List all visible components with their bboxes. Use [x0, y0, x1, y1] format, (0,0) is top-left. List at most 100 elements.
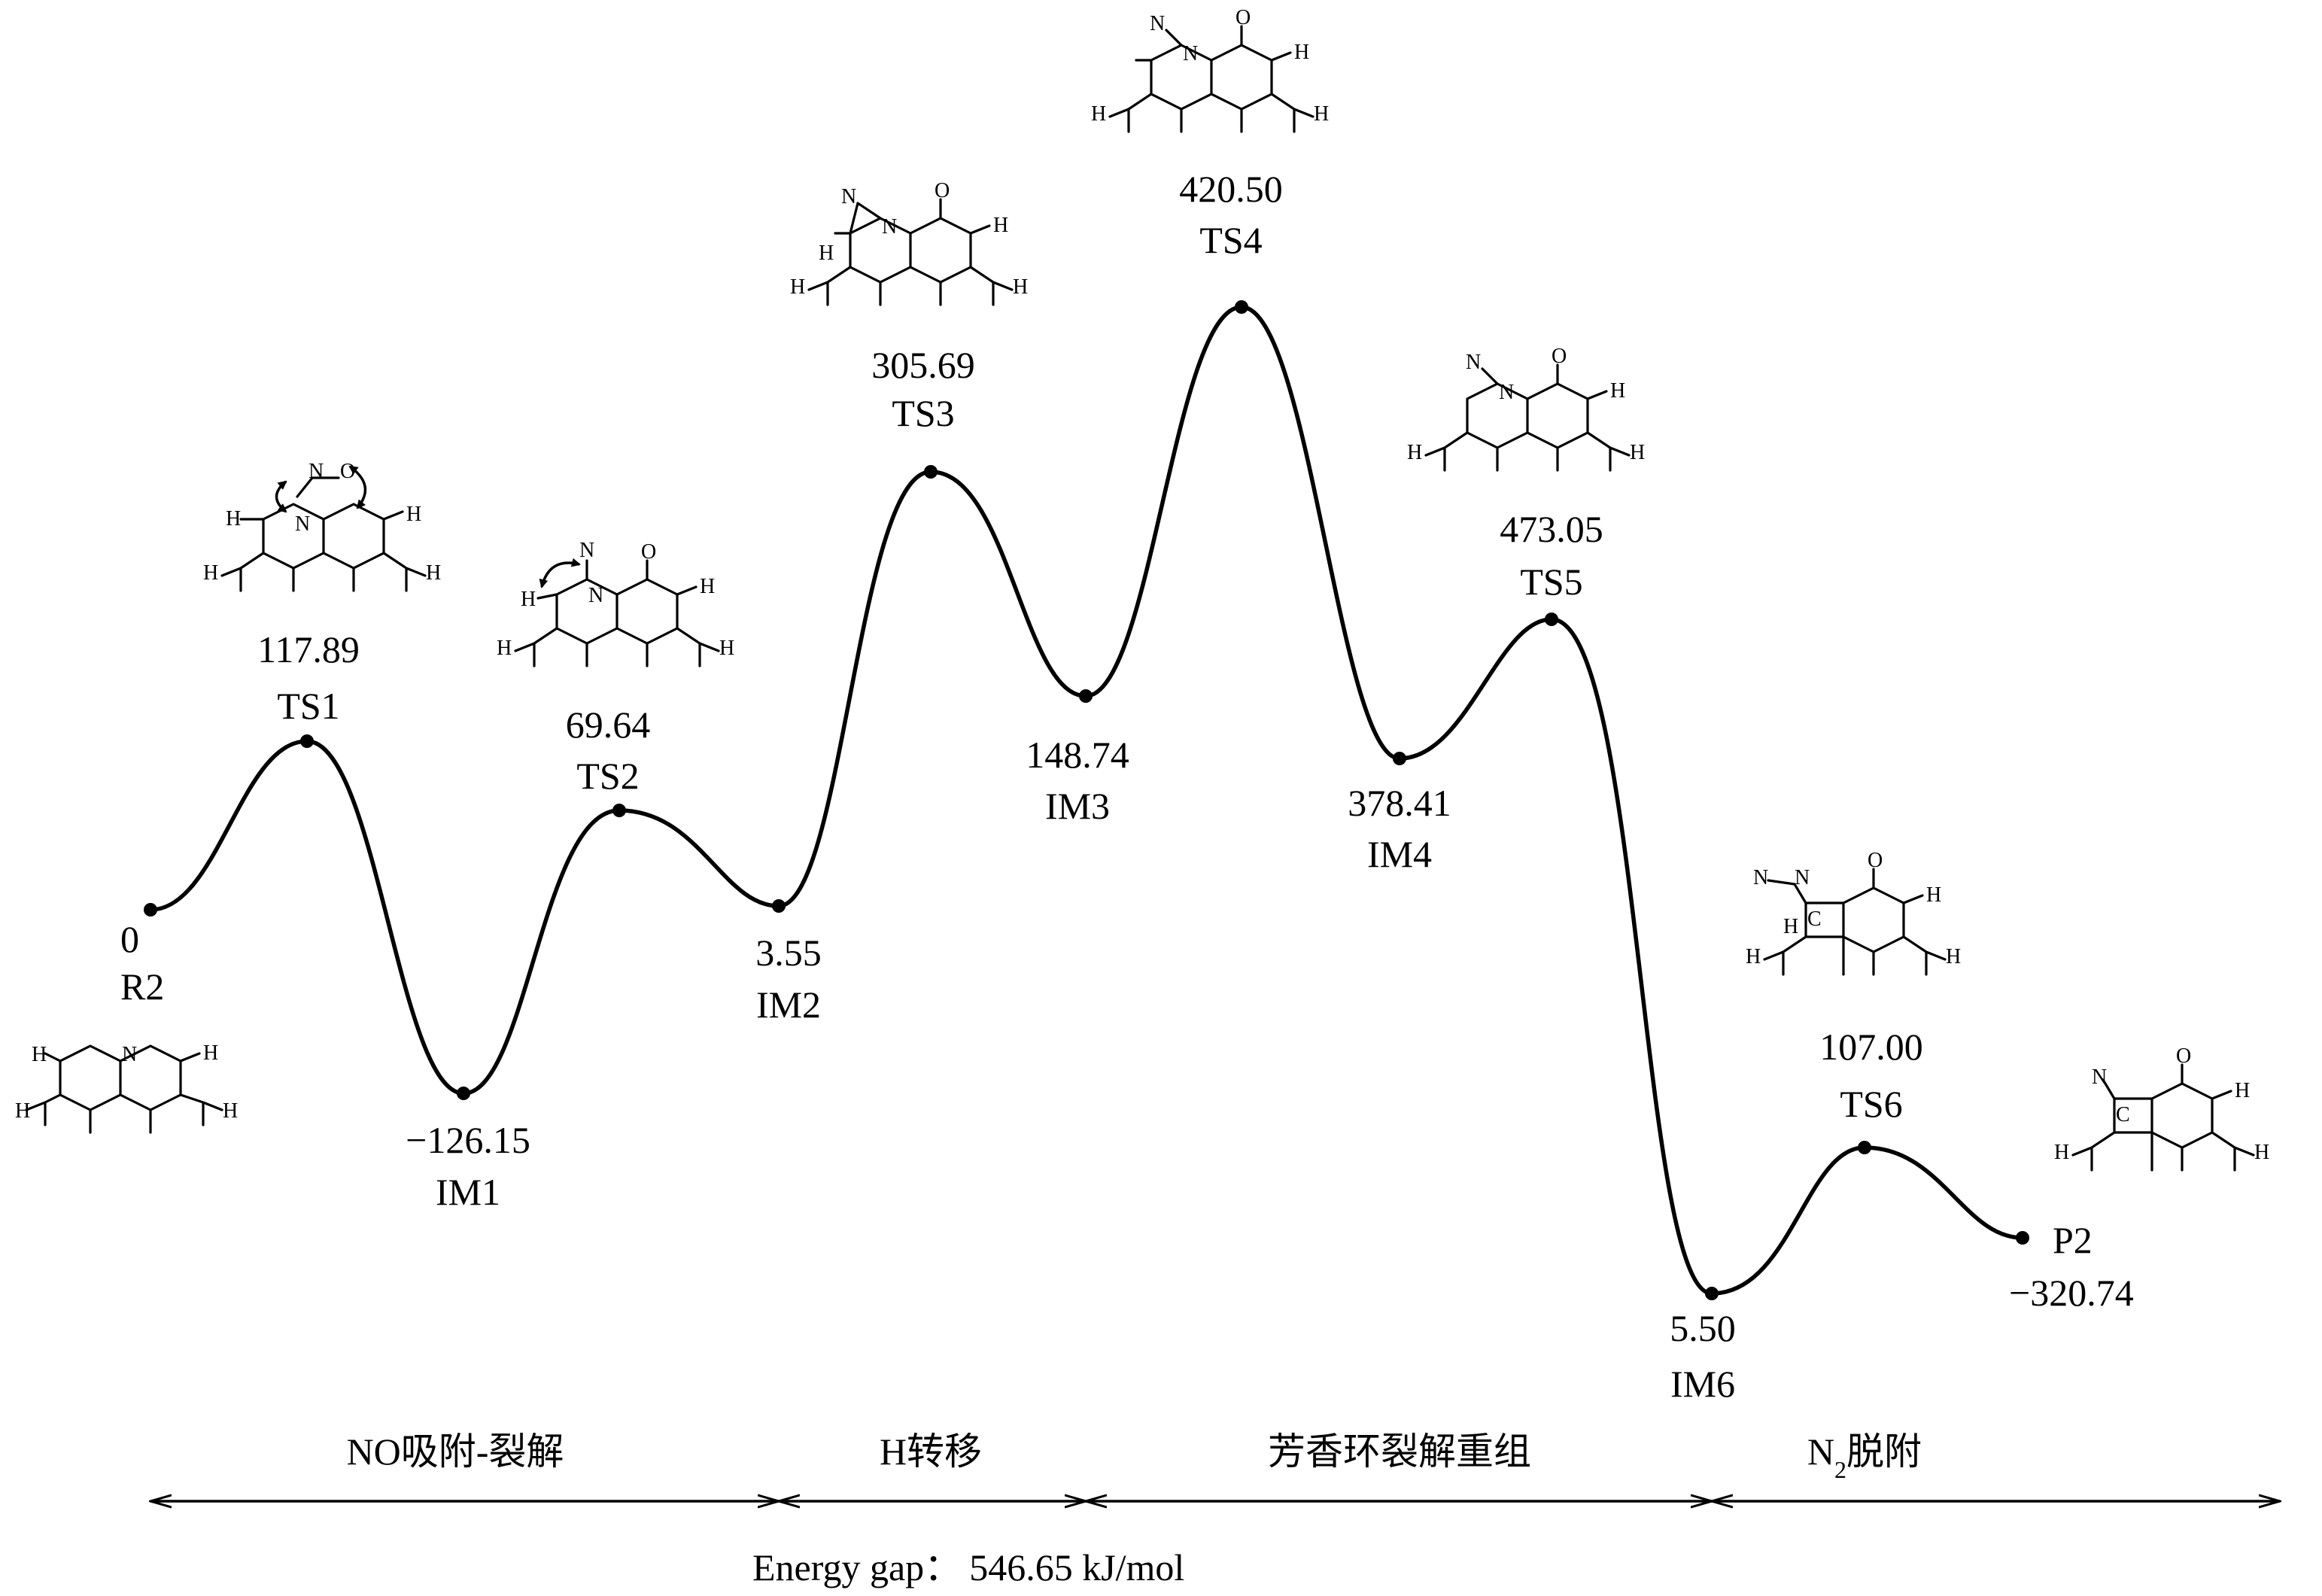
molecule-TS4: N N O H H H	[1091, 6, 1329, 133]
point-IM4	[1393, 752, 1406, 765]
atom-N: N	[1795, 866, 1810, 889]
atom-N: N	[579, 539, 594, 562]
value-TS1: 117.89	[257, 628, 360, 670]
atom-H: H	[226, 507, 241, 530]
atom-N: N	[1150, 12, 1165, 35]
atom-O: O	[641, 540, 656, 564]
point-TS3	[924, 465, 938, 479]
value-R2: 0	[120, 918, 139, 960]
atom-H: H	[497, 637, 512, 660]
value-IM6: 5.50	[1670, 1307, 1736, 1349]
name-TS1: TS1	[277, 685, 339, 727]
atom-N: N	[308, 460, 324, 483]
value-TS3: 305.69	[871, 344, 975, 386]
atom-H: H	[32, 1043, 47, 1066]
atom-C: C	[2116, 1103, 2130, 1126]
atom-H: H	[790, 275, 805, 299]
atom-H: H	[1746, 945, 1761, 968]
atom-H: H	[2235, 1079, 2250, 1102]
name-P2: P2	[2053, 1219, 2093, 1261]
molecule-TS3: N N O H H H H	[790, 179, 1028, 306]
point-TS4	[1235, 300, 1248, 314]
atom-H: H	[700, 575, 715, 598]
atom-H: H	[1783, 915, 1798, 938]
name-TS6: TS6	[1840, 1083, 1902, 1125]
value-TS2: 69.64	[566, 704, 651, 746]
atom-N: N	[2092, 1066, 2107, 1089]
atom-H: H	[223, 1099, 238, 1123]
atom-H: H	[1091, 102, 1106, 126]
point-IM6	[1705, 1287, 1719, 1300]
atom-N: N	[882, 215, 897, 239]
atom-H: H	[719, 637, 734, 660]
point-R2	[144, 903, 157, 917]
stage-label-4-rest: 脱附	[1846, 1430, 1922, 1473]
atom-H: H	[521, 588, 536, 611]
molecule-structures: N H H H H N N O H H H H	[15, 6, 2269, 1172]
atom-O: O	[1552, 345, 1567, 368]
molecule-TS5: N N O H H H	[1407, 345, 1645, 472]
stage-label-3: 芳香环裂解重组	[1268, 1430, 1531, 1473]
point-TS6	[1858, 1141, 1871, 1154]
value-IM1: −126.15	[406, 1119, 530, 1161]
value-TS4: 420.50	[1179, 168, 1283, 210]
atom-H: H	[1294, 41, 1309, 64]
point-IM3	[1079, 689, 1093, 703]
atom-H: H	[15, 1099, 30, 1123]
molecule-R2: N H H H H	[15, 1041, 238, 1134]
value-P2: −320.74	[2009, 1272, 2134, 1314]
molecule-TS6: N N C O H H H H	[1746, 849, 1961, 976]
name-TS2: TS2	[576, 755, 639, 797]
atom-O: O	[1235, 6, 1251, 29]
energy-points	[144, 300, 2029, 1300]
stage-label-1: NO吸附-裂解	[347, 1430, 564, 1473]
atom-H: H	[1946, 945, 1961, 968]
point-TS1	[300, 734, 314, 748]
point-TS2	[612, 804, 626, 817]
atom-H: H	[2054, 1141, 2069, 1164]
stage-label-4-main: N	[1807, 1430, 1834, 1473]
name-TS5: TS5	[1520, 561, 1582, 603]
name-IM2: IM2	[756, 983, 821, 1026]
stage-label-4-sub: 2	[1834, 1456, 1846, 1483]
name-IM3: IM3	[1045, 785, 1110, 827]
name-IM1: IM1	[436, 1171, 500, 1213]
name-TS4: TS4	[1199, 219, 1262, 261]
value-TS5: 473.05	[1500, 508, 1603, 550]
molecule-P2: N C O H H H	[2054, 1044, 2269, 1172]
atom-H: H	[1314, 102, 1329, 126]
name-R2: R2	[120, 965, 164, 1008]
point-IM1	[457, 1087, 470, 1100]
atom-N: N	[588, 584, 603, 607]
atom-H: H	[203, 561, 218, 585]
energy-gap-label: Energy gap：	[752, 1546, 962, 1588]
molecule-TS2: N N O H H H H	[497, 539, 734, 667]
atom-H: H	[1013, 275, 1028, 299]
point-IM2	[772, 899, 786, 913]
atom-H: H	[1407, 441, 1422, 464]
atom-H: H	[203, 1041, 218, 1065]
name-TS3: TS3	[892, 392, 954, 434]
point-P2	[2016, 1231, 2029, 1245]
value-TS6: 107.00	[1819, 1026, 1923, 1068]
atom-H: H	[1630, 441, 1645, 464]
point-TS5	[1545, 613, 1558, 626]
atom-H: H	[1610, 379, 1625, 403]
molecule-TS1: N N O H H H H	[203, 460, 441, 592]
atom-O: O	[340, 460, 355, 483]
atom-H: H	[1926, 883, 1941, 907]
atom-H: H	[819, 242, 834, 265]
atom-O: O	[1868, 849, 1883, 872]
atom-N: N	[1183, 42, 1198, 65]
atom-H: H	[2254, 1141, 2269, 1164]
atom-O: O	[2176, 1044, 2191, 1068]
atom-H: H	[426, 561, 441, 585]
stage-label-2: H转移	[880, 1430, 982, 1473]
name-IM4: IM4	[1367, 833, 1432, 875]
atom-N: N	[1499, 381, 1514, 404]
atom-O: O	[935, 179, 950, 202]
value-IM4: 378.41	[1348, 782, 1451, 824]
value-IM2: 3.55	[755, 932, 822, 974]
atom-N: N	[1753, 866, 1768, 889]
